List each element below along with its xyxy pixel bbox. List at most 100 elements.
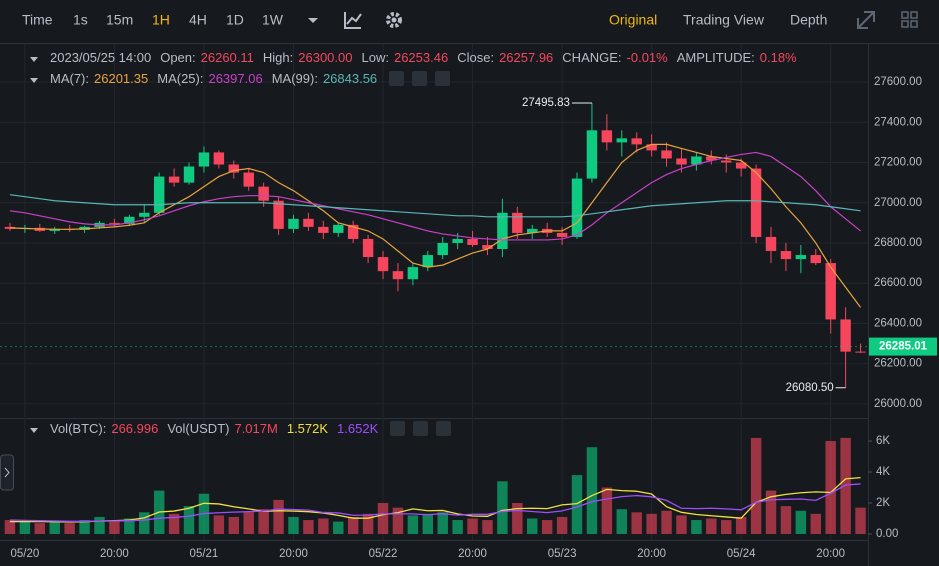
- candle-body: [392, 271, 404, 280]
- candle-body: [840, 319, 851, 352]
- volume-bar: [273, 499, 284, 534]
- side-panel-toggle[interactable]: [0, 454, 14, 491]
- volume-bar: [422, 513, 434, 534]
- y-tick-label: 26400.00: [874, 317, 922, 329]
- last-price-label: 26285.01: [879, 341, 928, 353]
- candle-body: [124, 216, 135, 224]
- volume-bar: [810, 513, 821, 534]
- low-label: 26080.50: [786, 382, 834, 394]
- volume-bar: [168, 513, 180, 534]
- candle-body: [228, 164, 240, 173]
- candle-body: [243, 172, 254, 187]
- y-tick-label: 26000.00: [874, 398, 922, 410]
- legend-tool[interactable]: [435, 71, 451, 86]
- x-tick-label: 20:00: [100, 548, 129, 560]
- legend-value: -0.01%: [626, 50, 668, 65]
- volume-bar: [437, 512, 448, 534]
- volume-bar: [392, 507, 404, 534]
- volume-bar: [213, 515, 225, 534]
- candle-body: [213, 152, 225, 165]
- fullscreen-icon[interactable]: [857, 11, 875, 29]
- interval-button[interactable]: 15m: [106, 12, 133, 28]
- volume-bar: [646, 513, 657, 534]
- vol-value: 7.017M: [234, 421, 278, 436]
- legend-tool[interactable]: [413, 421, 429, 436]
- candle-body: [527, 228, 538, 233]
- vol-tick-label: 2K: [876, 497, 890, 509]
- legend-tool[interactable]: [390, 421, 406, 436]
- interval-button[interactable]: 1H: [152, 12, 170, 28]
- volume-bar: [124, 518, 135, 534]
- interval-button[interactable]: Time: [22, 12, 53, 28]
- y-tick-label: 27000.00: [874, 197, 922, 209]
- candle-body: [377, 257, 389, 272]
- candle-body: [109, 222, 120, 224]
- layout-icon[interactable]: [901, 11, 918, 28]
- candle-body: [153, 176, 165, 213]
- volume-bar: [586, 447, 598, 534]
- volume-bar: [482, 520, 493, 534]
- volume-bar: [228, 516, 240, 534]
- indicator-icon[interactable]: [344, 12, 362, 29]
- interval-button[interactable]: 1s: [73, 12, 88, 28]
- y-tick-label: 26800.00: [874, 237, 922, 249]
- view-button[interactable]: Trading View: [683, 12, 765, 28]
- legend-tool[interactable]: [412, 71, 428, 86]
- ma-line: [9, 151, 861, 241]
- volume-bar: [706, 518, 717, 534]
- volume-bar: [407, 515, 419, 534]
- candle-body: [750, 168, 762, 237]
- volume-bar: [452, 520, 463, 534]
- volume-bar: [541, 520, 553, 534]
- candle-body: [303, 218, 314, 227]
- volume-bar: [512, 503, 523, 534]
- volume-bar: [243, 512, 254, 534]
- legend-label: Low:: [361, 50, 389, 65]
- volume-bar: [258, 509, 269, 534]
- candle-body: [497, 212, 508, 250]
- candle-body: [168, 176, 180, 183]
- candle-body: [616, 138, 628, 143]
- ma-label: MA(7):: [50, 71, 89, 86]
- ma-collapse[interactable]: [30, 78, 38, 83]
- candle-body: [452, 238, 463, 243]
- candle-body: [855, 351, 866, 353]
- legend-tool[interactable]: [436, 421, 452, 436]
- ma-line: [9, 194, 861, 218]
- view-button[interactable]: Depth: [790, 12, 827, 28]
- interval-dropdown[interactable]: [308, 18, 318, 23]
- legend-value: 26300.00: [298, 50, 353, 65]
- vol-collapse[interactable]: [30, 428, 38, 433]
- settings-icon[interactable]: [386, 12, 402, 28]
- vol-label: Vol(BTC):: [50, 421, 107, 436]
- candle-body: [780, 251, 792, 260]
- candle-body: [139, 212, 150, 217]
- y-tick-label: 26600.00: [874, 277, 922, 289]
- x-tick-label: 20:00: [279, 548, 308, 560]
- y-tick-label: 27600.00: [874, 76, 922, 88]
- volume-bar: [34, 523, 46, 534]
- ma-value: 26397.06: [208, 71, 263, 86]
- legend-collapse[interactable]: [30, 57, 38, 62]
- interval-button[interactable]: 1D: [226, 12, 244, 28]
- candle-body: [183, 166, 195, 183]
- volume-bar: [288, 516, 299, 534]
- volume-bar: [377, 503, 389, 534]
- candle-body: [482, 244, 493, 250]
- x-tick-label: 20:00: [816, 548, 845, 560]
- volume-bar: [601, 487, 613, 534]
- interval-button[interactable]: 1W: [262, 12, 284, 28]
- candle-body: [765, 236, 777, 252]
- candle-body: [810, 255, 821, 264]
- legend-label: AMPLITUDE:: [676, 50, 755, 65]
- ma-legend: MA(7): 26201.35 MA(25): 26397.06 MA(99): 2684…: [50, 71, 451, 86]
- volume-bar: [467, 518, 478, 534]
- candle-body: [273, 200, 284, 229]
- view-button[interactable]: Original: [609, 12, 657, 28]
- interval-button[interactable]: 4H: [189, 12, 207, 28]
- vol-value: 1.652K: [337, 421, 379, 436]
- volume-bar: [780, 506, 792, 534]
- legend-tool[interactable]: [389, 71, 405, 86]
